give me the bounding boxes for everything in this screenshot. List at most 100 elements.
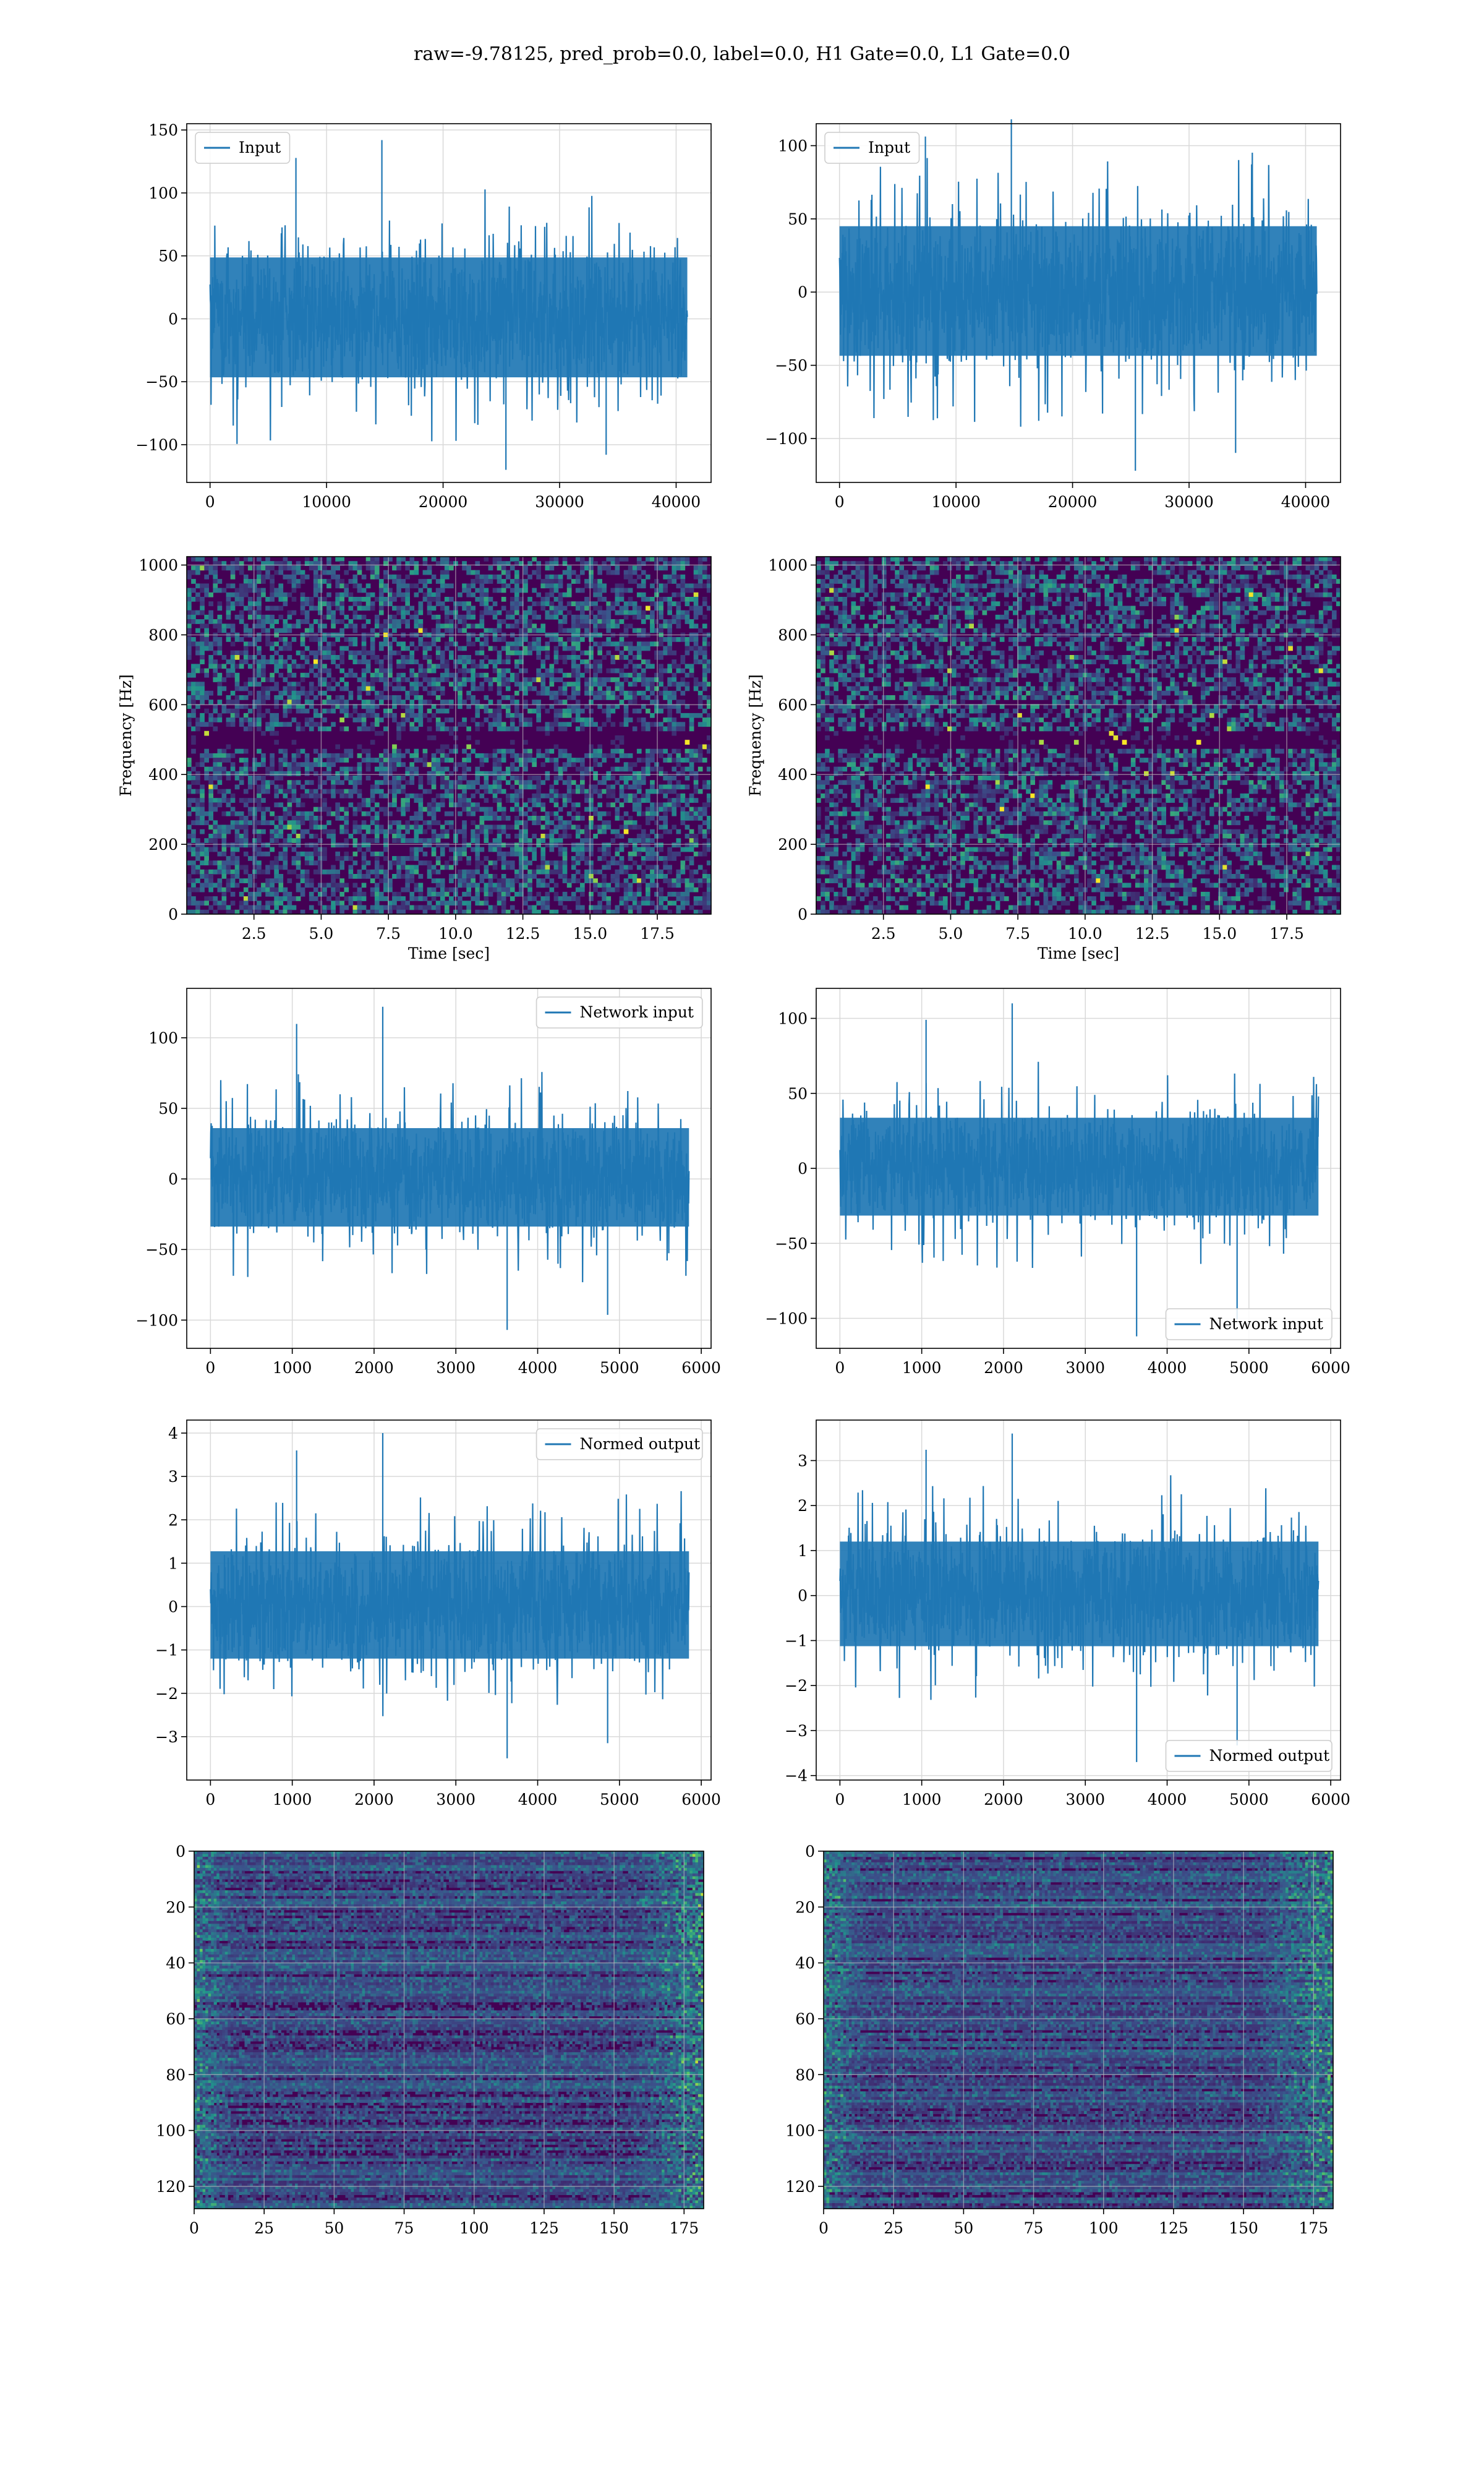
x-tick-label: 0 bbox=[205, 493, 215, 511]
heatmap-cell bbox=[283, 677, 288, 682]
heatmap-cell bbox=[283, 762, 288, 767]
heatmap-cell bbox=[414, 758, 419, 763]
heatmap-cell bbox=[471, 593, 475, 597]
heatmap-cell bbox=[702, 575, 707, 580]
heatmap-cell bbox=[318, 646, 323, 651]
heatmap-cell bbox=[449, 731, 454, 736]
heatmap-cell bbox=[278, 691, 283, 696]
heatmap-cell bbox=[550, 664, 555, 669]
heatmap-cell bbox=[663, 566, 668, 571]
heatmap-cell bbox=[318, 669, 323, 674]
heatmap-cell bbox=[654, 579, 659, 584]
heatmap-cell bbox=[252, 610, 257, 615]
heatmap-cell bbox=[252, 767, 257, 772]
heatmap-cell bbox=[659, 753, 663, 758]
heatmap-cell bbox=[694, 610, 699, 615]
heatmap-cell bbox=[191, 695, 196, 700]
heatmap-cell bbox=[248, 664, 253, 669]
heatmap-cell bbox=[305, 758, 310, 763]
heatmap-cell bbox=[475, 651, 480, 656]
heatmap-cell bbox=[283, 709, 288, 714]
heatmap-cell bbox=[252, 700, 257, 704]
heatmap-cell bbox=[252, 623, 257, 628]
heatmap-cell bbox=[584, 623, 589, 628]
input-right-chart: 0 10000 20000 30000 40000−100−50050100 Input bbox=[765, 119, 1341, 511]
heatmap-cell bbox=[576, 619, 581, 624]
heatmap-cell bbox=[628, 767, 633, 772]
heatmap-cell bbox=[200, 713, 205, 718]
heatmap-cell bbox=[694, 758, 699, 763]
heatmap-cell bbox=[261, 628, 266, 633]
heatmap-cell bbox=[392, 767, 397, 772]
heatmap-cell bbox=[689, 588, 694, 593]
x-tick-label: 10000 bbox=[931, 493, 981, 511]
heatmap-cell bbox=[685, 637, 690, 642]
heatmap-cell bbox=[383, 583, 388, 588]
heatmap-cell bbox=[466, 593, 471, 597]
heatmap-cell bbox=[278, 695, 283, 700]
heatmap-cell bbox=[231, 583, 236, 588]
heatmap-cell bbox=[449, 700, 454, 704]
heatmap-cell bbox=[571, 682, 576, 687]
heatmap-cell bbox=[353, 776, 358, 781]
heatmap-cell bbox=[309, 669, 314, 674]
heatmap-cell bbox=[449, 727, 454, 732]
heatmap-cell bbox=[222, 767, 227, 772]
heatmap-cell bbox=[558, 669, 563, 674]
heatmap-cell bbox=[445, 753, 450, 758]
heatmap-cell bbox=[379, 673, 384, 678]
heatmap-cell bbox=[501, 597, 506, 602]
heatmap-cell bbox=[204, 771, 209, 776]
heatmap-cell bbox=[624, 762, 629, 767]
heatmap-cell bbox=[584, 767, 589, 772]
heatmap-cell bbox=[313, 659, 318, 664]
heatmap-cell bbox=[685, 641, 690, 646]
heatmap-cell bbox=[663, 749, 668, 754]
heatmap-cell bbox=[650, 677, 655, 682]
heatmap-cell bbox=[602, 619, 607, 624]
heatmap-cell bbox=[567, 646, 572, 651]
heatmap-cell bbox=[409, 753, 414, 758]
heatmap-cell bbox=[462, 606, 467, 611]
heatmap-cell bbox=[396, 579, 401, 584]
heatmap-cell bbox=[545, 709, 550, 714]
heatmap-cell bbox=[375, 615, 380, 620]
heatmap-cell bbox=[419, 588, 424, 593]
heatmap-cell bbox=[231, 606, 236, 611]
heatmap-cell bbox=[353, 615, 358, 620]
heatmap-cell bbox=[344, 700, 349, 704]
heatmap-cell bbox=[370, 566, 375, 571]
heatmap-cell bbox=[331, 722, 336, 727]
heatmap-cell bbox=[462, 749, 467, 754]
heatmap-cell bbox=[550, 606, 555, 611]
heatmap-cell bbox=[218, 651, 223, 656]
heatmap-cell bbox=[689, 646, 694, 651]
heatmap-cell bbox=[654, 601, 659, 606]
heatmap-cell bbox=[633, 669, 638, 674]
heatmap-cell bbox=[244, 606, 249, 611]
heatmap-cell bbox=[563, 619, 568, 624]
heatmap-cell bbox=[191, 687, 196, 691]
heatmap-cell bbox=[409, 651, 414, 656]
heatmap-cell bbox=[257, 566, 262, 571]
heatmap-cell bbox=[283, 601, 288, 606]
heatmap-cell bbox=[244, 767, 249, 772]
heatmap-cell bbox=[383, 601, 388, 606]
heatmap-cell bbox=[265, 637, 270, 642]
heatmap-cell bbox=[676, 722, 681, 727]
heatmap-cell bbox=[606, 717, 611, 722]
heatmap-cell bbox=[540, 646, 545, 651]
heatmap-cell bbox=[497, 588, 502, 593]
heatmap-cell bbox=[654, 722, 659, 727]
heatmap-cell bbox=[261, 664, 266, 669]
heatmap-cell bbox=[222, 749, 227, 754]
heatmap-cell bbox=[563, 682, 568, 687]
heatmap-cell bbox=[204, 588, 209, 593]
heatmap-cell bbox=[235, 593, 240, 597]
heatmap-cell bbox=[265, 566, 270, 571]
heatmap-cell bbox=[423, 655, 428, 660]
heatmap-cell bbox=[396, 575, 401, 580]
heatmap-cell bbox=[606, 557, 611, 562]
heatmap-cell bbox=[620, 682, 625, 687]
heatmap-cell bbox=[349, 597, 354, 602]
